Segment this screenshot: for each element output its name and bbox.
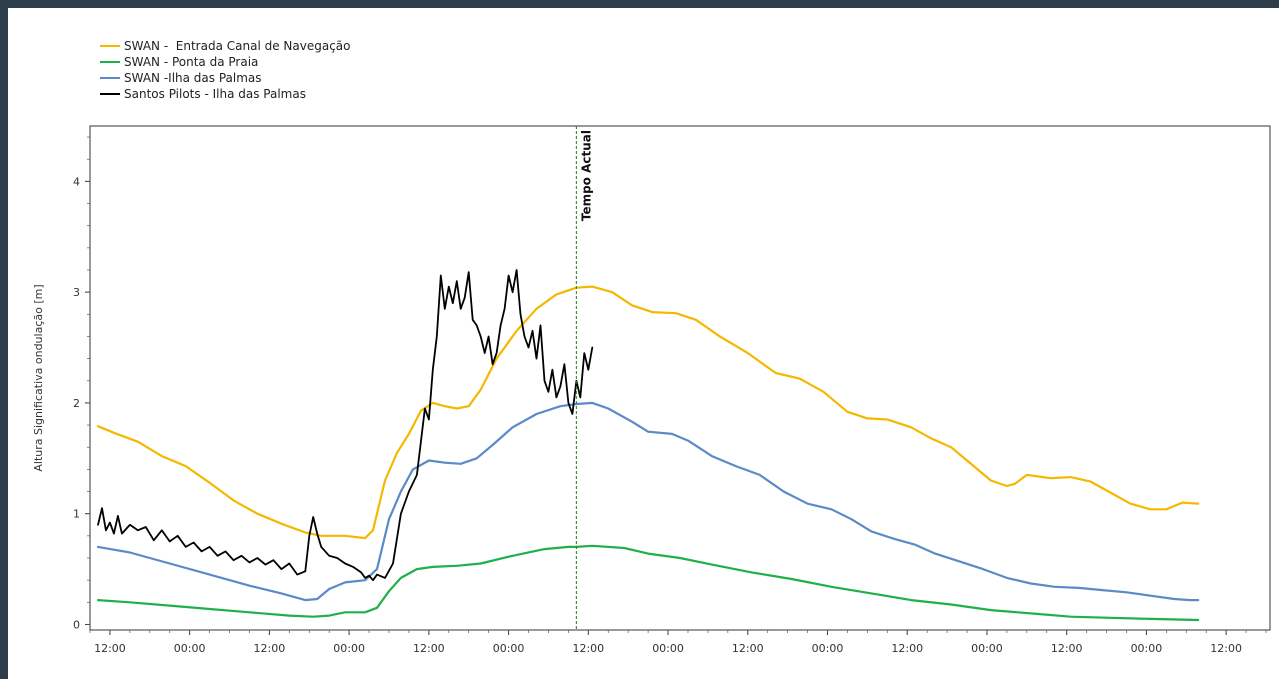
x-tick-label: 12:00 — [1051, 642, 1083, 655]
legend-label: SWAN -Ilha das Palmas — [124, 71, 262, 85]
legend-swatch — [100, 45, 120, 47]
y-tick-label: 2 — [73, 397, 80, 410]
legend-item: SWAN -Ilha das Palmas — [100, 70, 350, 86]
x-tick-label: 12:00 — [891, 642, 923, 655]
x-tick-label: 00:00 — [1131, 642, 1163, 655]
legend-swatch — [100, 93, 120, 95]
legend-item: SWAN - Entrada Canal de Navegação — [100, 38, 350, 54]
legend-swatch — [100, 61, 120, 63]
plot-frame — [89, 125, 1271, 631]
x-tick-label: 12:00 — [732, 642, 764, 655]
x-tick-label: 00:00 — [174, 642, 206, 655]
y-tick-label: 4 — [73, 175, 80, 188]
y-axis-label: Altura Significativa ondulação [m] — [32, 284, 45, 471]
series-line-swan-ponta-da-praia — [96, 544, 1200, 622]
legend-label: SWAN - Ponta da Praia — [124, 55, 259, 69]
series-line-swan-ilha-das-palmas — [96, 401, 1200, 602]
legend-swatch — [100, 77, 120, 79]
x-tick-label: 12:00 — [572, 642, 604, 655]
x-tick-label: 12:00 — [1210, 642, 1242, 655]
legend-item: SWAN - Ponta da Praia — [100, 54, 350, 70]
x-tick-label: 00:00 — [812, 642, 844, 655]
series-line-swan-entrada-canal-de-navega-o — [96, 285, 1200, 540]
chart-canvas: 0 1 2 3 4 12:00 00:00 12:00 00:00 12:00 00:00 12:00… — [32, 125, 1271, 655]
current-time-label: Tempo Actual — [579, 130, 593, 221]
x-tick-label: 12:00 — [413, 642, 445, 655]
legend-label: SWAN - Entrada Canal de Navegação — [124, 39, 351, 53]
x-tick-label: 00:00 — [333, 642, 365, 655]
series-line-santos-pilots-ilha-das-palmas — [97, 269, 594, 582]
y-tick-label: 3 — [73, 286, 80, 299]
legend-item: Santos Pilots - Ilha das Palmas — [100, 86, 350, 102]
x-tick-label: 00:00 — [652, 642, 684, 655]
legend-label: Santos Pilots - Ilha das Palmas — [124, 87, 306, 101]
y-tick-label: 1 — [73, 508, 80, 521]
chart-panel: SWAN - Entrada Canal de Navegação SWAN - … — [8, 8, 1279, 679]
legend: SWAN - Entrada Canal de Navegação SWAN - … — [100, 38, 350, 102]
x-tick-label: 00:00 — [971, 642, 1003, 655]
x-tick-label: 12:00 — [94, 642, 126, 655]
y-tick-label: 0 — [73, 618, 80, 631]
x-tick-label: 12:00 — [254, 642, 286, 655]
x-tick-label: 00:00 — [493, 642, 525, 655]
